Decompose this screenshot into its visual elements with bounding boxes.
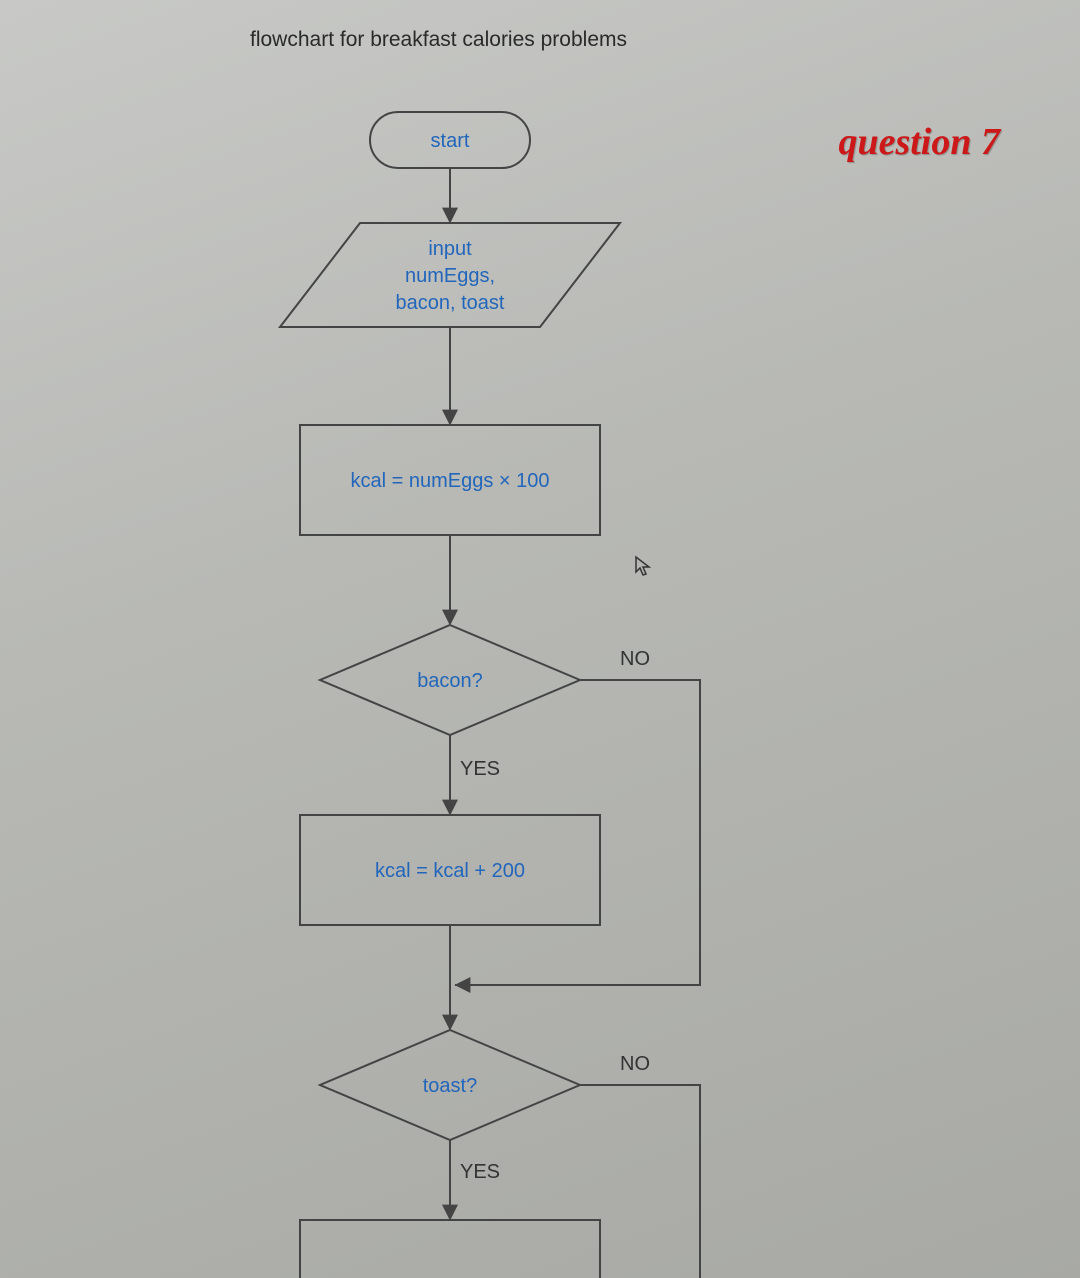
node-input-line2: numEggs,	[405, 265, 495, 287]
node-input-line3: bacon, toast	[396, 292, 505, 314]
dec1-yes-label: YES	[460, 758, 500, 780]
node-calc1-label: kcal = numEggs × 100	[350, 470, 549, 492]
dec1-no-label: NO	[620, 648, 650, 670]
node-dec2-label: toast?	[423, 1075, 477, 1097]
edge-dec2-no	[580, 1085, 700, 1278]
edge-dec1-no	[455, 680, 700, 985]
flowchart-canvas: start input numEggs, bacon, toast kcal =…	[0, 0, 1080, 1278]
cursor-icon	[634, 555, 652, 577]
node-dec1-label: bacon?	[417, 670, 483, 692]
dec2-yes-label: YES	[460, 1161, 500, 1183]
question-label: question 7	[838, 120, 1000, 164]
node-start-label: start	[431, 130, 470, 152]
node-input-line1: input	[428, 238, 472, 260]
page-title: flowchart for breakfast calories problem…	[250, 28, 627, 52]
node-calc3	[300, 1220, 600, 1278]
node-calc2-label: kcal = kcal + 200	[375, 860, 525, 882]
dec2-no-label: NO	[620, 1053, 650, 1075]
